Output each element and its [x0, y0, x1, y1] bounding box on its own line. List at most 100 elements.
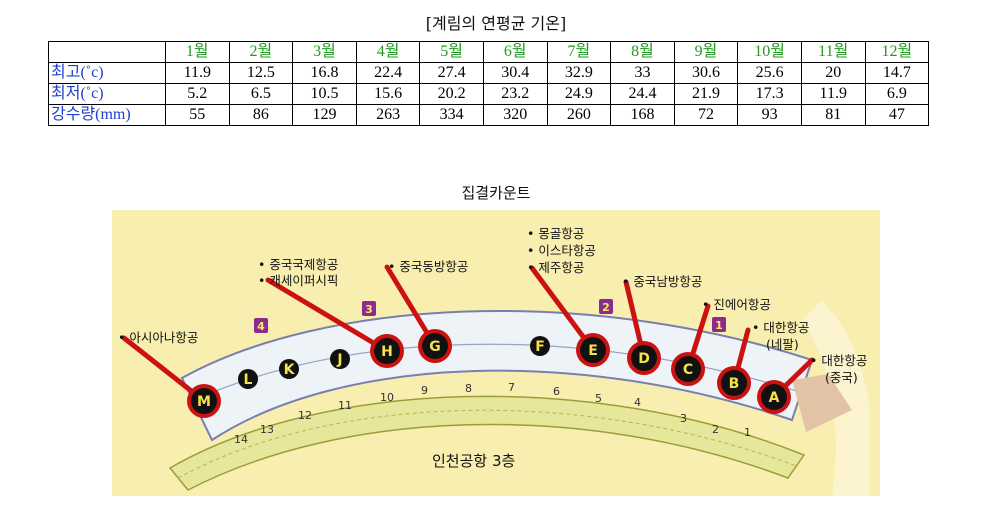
airline-label-cathay: • 캐세이퍼시픽: [258, 273, 338, 288]
gate-number: 12: [298, 409, 312, 422]
month-header: 10월: [737, 41, 802, 63]
counter-marker: G: [418, 329, 452, 363]
table-cell: 93: [737, 104, 802, 126]
table-cell: 11.9: [800, 83, 866, 105]
counter-marker: D: [627, 341, 661, 375]
table-cell: 27.4: [419, 62, 484, 84]
entrance-badge: 2: [599, 299, 613, 314]
counter-marker: K: [279, 359, 299, 379]
counter-marker: M: [187, 384, 221, 418]
header-corner: [48, 41, 166, 63]
table-cell: 334: [419, 104, 484, 126]
map-caption: 인천공항 3층: [432, 452, 515, 470]
counter-letter: G: [429, 339, 441, 355]
counter-marker: L: [238, 369, 258, 389]
gate-number: 9: [421, 384, 428, 397]
badge-box: [599, 299, 613, 314]
month-header: 4월: [355, 41, 421, 63]
table-cell: 30.4: [482, 62, 548, 84]
counter-letter: J: [336, 352, 342, 368]
table-cell: 72: [673, 104, 739, 126]
counter-letter: A: [769, 390, 780, 406]
row-label: 최고(˚c): [48, 62, 166, 84]
entrance-badge: 1: [712, 317, 726, 332]
badge-box: [362, 301, 376, 316]
table-cell: 47: [864, 104, 930, 126]
badge-number: 4: [257, 320, 265, 333]
table-cell: 20: [800, 62, 866, 84]
table-cell: 25.6: [737, 62, 802, 84]
table-cell: 21.9: [673, 83, 739, 105]
counter-dot: [675, 356, 701, 382]
airline-label-china-eastern: • 중국동방항공: [388, 259, 468, 274]
airline-label-eastar: • 이스타항공: [527, 243, 596, 258]
counter-letter: B: [729, 376, 740, 392]
badge-number: 3: [365, 303, 373, 316]
month-header-row: 1월 2월 3월 4월 5월 6월 7월 8월 9월 10월 11월 12월: [48, 41, 930, 63]
counter-marker: F: [530, 336, 550, 356]
row-label: 최저(˚c): [48, 83, 166, 105]
table-cell: 14.7: [864, 62, 930, 84]
table-cell: 12.5: [228, 62, 294, 84]
gate-number: 7: [508, 381, 515, 394]
entrance-badges: 1 2 3 4: [254, 299, 726, 333]
badge-number: 1: [715, 319, 723, 332]
table-cell: 24.9: [546, 83, 612, 105]
pointer-line: [529, 265, 596, 353]
gate-band: [168, 395, 806, 491]
table-cell: 22.4: [355, 62, 421, 84]
counter-letter: E: [588, 343, 598, 359]
counter-dot: [374, 338, 400, 364]
counter-dot: [530, 336, 550, 356]
table-cell: 260: [546, 104, 612, 126]
month-header: 9월: [673, 41, 739, 63]
month-header: 1월: [165, 41, 230, 63]
month-header: 7월: [546, 41, 612, 63]
gate-number: 14: [234, 433, 248, 446]
counter-marker: E: [576, 333, 610, 367]
row-label: 강수량(mm): [48, 104, 166, 126]
table-cell: 17.3: [737, 83, 802, 105]
counter-dot: [422, 333, 448, 359]
gate-number: 13: [260, 423, 274, 436]
counter-dot: [279, 359, 299, 379]
gate-band-line: [177, 409, 797, 479]
counter-letter: H: [381, 344, 393, 360]
gate-number: 6: [553, 385, 560, 398]
airline-label-china-southern: • 중국남방항공: [622, 274, 702, 289]
counter-marker: J: [330, 349, 350, 369]
airline-label-mongolian: • 몽골항공: [527, 226, 584, 241]
map-title: 집결카운트: [461, 184, 531, 202]
table-cell: 15.6: [355, 83, 421, 105]
month-header: 5월: [419, 41, 484, 63]
counter-dot: [238, 369, 258, 389]
table-cell: 23.2: [482, 83, 548, 105]
table-cell: 6.5: [228, 83, 294, 105]
table-cell: 10.5: [292, 83, 357, 105]
table-row-max-temp: 최고(˚c) 11.9 12.5 16.8 22.4 27.4 30.4 32.…: [48, 62, 930, 84]
table-cell: 263: [355, 104, 421, 126]
badge-number: 2: [602, 301, 610, 314]
gate-number: 3: [680, 412, 687, 425]
badge-box: [712, 317, 726, 332]
table-cell: 11.9: [165, 62, 230, 84]
table-cell: 33: [610, 62, 675, 84]
counter-dot: [631, 345, 657, 371]
month-header: 11월: [800, 41, 866, 63]
table-title: [계림의 연평균 기온]: [425, 14, 567, 33]
entrance-badge: 3: [362, 301, 376, 316]
badge-box: [254, 318, 268, 333]
table-cell: 5.2: [165, 83, 230, 105]
table-cell: 320: [482, 104, 548, 126]
month-header: 6월: [482, 41, 548, 63]
gate-number: 4: [634, 396, 641, 409]
airline-label-jinair: • 진에어항공: [702, 297, 771, 312]
climate-table: 1월 2월 3월 4월 5월 6월 7월 8월 9월 10월 11월 12월 최…: [48, 41, 930, 126]
table-cell: 16.8: [292, 62, 357, 84]
counter-dot: [330, 349, 350, 369]
gate-number: 8: [465, 382, 472, 395]
counter-letter: M: [197, 394, 211, 410]
counter-marker: B: [717, 366, 751, 400]
table-cell: 129: [292, 104, 357, 126]
